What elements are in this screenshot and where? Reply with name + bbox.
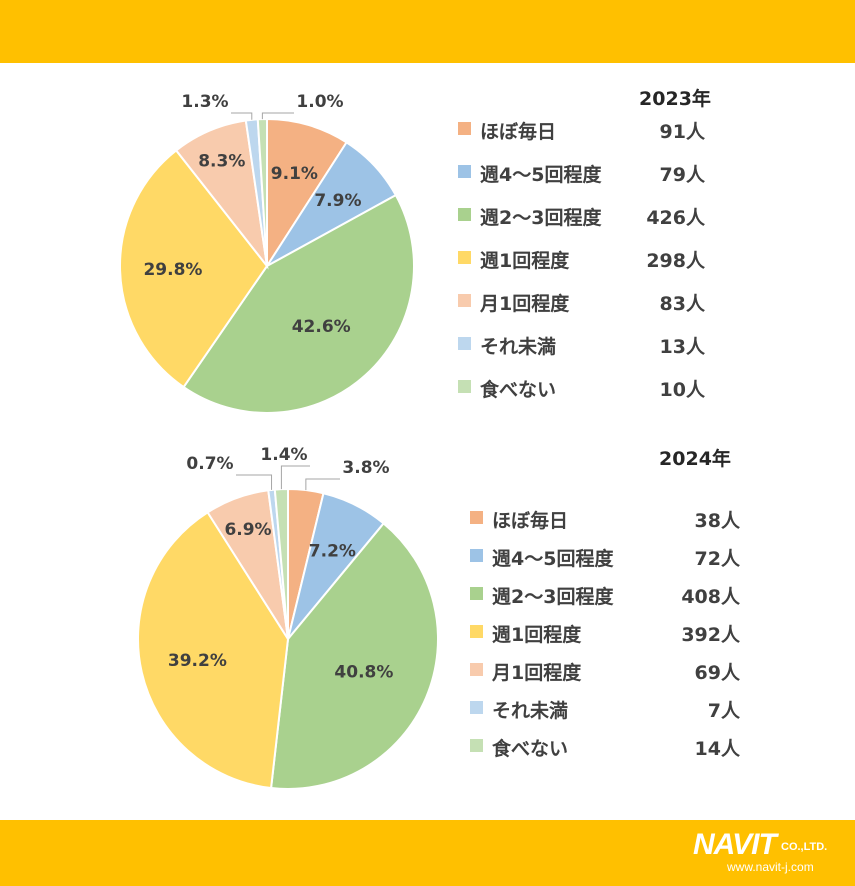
legend-item: ほぼ毎日 38人 (470, 509, 741, 532)
legend-swatch (470, 549, 483, 562)
legend-item: 週1回程度 392人 (470, 623, 741, 646)
legend-label: 週1回程度 (480, 249, 570, 272)
legend-count: 91人 (660, 121, 706, 143)
data-label: 1.3% (181, 92, 228, 112)
data-label: 7.2% (309, 542, 356, 562)
legend-label: 週2～3回程度 (480, 206, 602, 229)
legend-count: 298人 (646, 250, 706, 272)
company-logo: NAVIT CO.,LTD. www.navit-j.com (693, 828, 843, 880)
legend-item: 週4～5回程度 79人 (458, 163, 706, 186)
pie-slice (182, 193, 415, 414)
leader-line (261, 112, 294, 120)
data-label: 3.8% (342, 458, 389, 478)
legend-item: ほぼ毎日 91人 (458, 120, 706, 143)
legend-count: 14人 (695, 738, 741, 760)
pie-slice (273, 487, 289, 640)
legend-item: 週1回程度 298人 (458, 249, 706, 272)
pie-slice-labels: 9.1% 7.9% 42.6% 29.8% 8.3% 1.3% 1.0% (143, 92, 361, 337)
legend-label: 月1回程度 (479, 292, 570, 315)
pie-slice (266, 117, 348, 270)
legend-item: 食べない 10人 (458, 378, 706, 401)
legend-item: それ未満 13人 (458, 335, 706, 358)
legend-count: 426人 (646, 207, 706, 229)
data-label: 29.8% (143, 260, 202, 280)
pie-slices (137, 487, 439, 790)
legend-label: 週4～5回程度 (480, 163, 602, 186)
legend-count: 10人 (660, 379, 706, 401)
legend-item: 月1回程度 69人 (470, 661, 741, 684)
data-label: 1.0% (296, 92, 343, 112)
legend-swatch (470, 625, 483, 638)
footer-band (0, 820, 855, 886)
legend-count: 408人 (681, 586, 741, 608)
logo-url: www.navit-j.com (727, 860, 814, 874)
legend-item: 週2～3回程度 408人 (470, 585, 741, 608)
data-label: 8.3% (198, 152, 245, 172)
data-label: 1.4% (260, 445, 307, 465)
legend-swatch (470, 739, 483, 752)
logo-suffix: CO.,LTD. (781, 841, 828, 853)
legend-swatch (458, 122, 471, 135)
legend-swatch (458, 337, 471, 350)
legend-count: 38人 (695, 510, 741, 532)
legend-swatch (458, 165, 471, 178)
legend-label: ほぼ毎日 (492, 509, 568, 532)
legend-count: 79人 (660, 164, 706, 186)
legend-swatch (458, 380, 471, 393)
legend-swatch (458, 251, 471, 264)
legend-swatch (458, 208, 471, 221)
leader-line (305, 478, 340, 491)
leader-line (280, 465, 310, 490)
leader-line (231, 112, 253, 120)
legend-swatch (470, 663, 483, 676)
legend-swatch (470, 587, 483, 600)
chart-title: 2024年 (659, 447, 731, 470)
legend-count: 13人 (660, 336, 706, 358)
data-label: 9.1% (271, 164, 318, 184)
pie-slice (119, 149, 269, 389)
legend-item: 食べない 14人 (470, 737, 741, 760)
legend-label: 週1回程度 (492, 623, 582, 646)
legend-label: 食べない (492, 737, 568, 760)
legend-swatch (470, 511, 483, 524)
chart-title: 2023年 (639, 87, 711, 110)
legend-label: 食べない (480, 378, 556, 401)
legend-count: 392人 (681, 624, 741, 646)
legend-label: 週2～3回程度 (492, 585, 614, 608)
legend-label: それ未満 (480, 335, 556, 358)
legend-count: 69人 (695, 662, 741, 684)
header-band (0, 0, 855, 63)
data-label: 40.8% (334, 662, 393, 682)
data-label: 7.9% (314, 191, 361, 211)
legend-swatch (470, 701, 483, 714)
data-label: 39.2% (168, 651, 227, 671)
pie-slice-labels: 3.8% 7.2% 40.8% 39.2% 6.9% 0.7% 1.4% (168, 445, 394, 682)
pie-slice (269, 522, 439, 790)
legend-item: 週2～3回程度 426人 (458, 206, 706, 229)
legend-label: それ未満 (492, 699, 568, 722)
legend-count: 72人 (695, 548, 741, 570)
pie-slice (256, 117, 268, 267)
legend-item: 週4～5回程度 72人 (470, 547, 741, 570)
data-label: 6.9% (224, 520, 271, 540)
legend-count: 7人 (708, 700, 741, 722)
legend-item: 月1回程度 83人 (458, 292, 706, 315)
legend-item: それ未満 7人 (470, 699, 741, 722)
logo-name: NAVIT (693, 828, 777, 861)
legend-label: 月1回程度 (491, 661, 582, 684)
legend-swatch (458, 294, 471, 307)
legend-count: 83人 (660, 293, 706, 315)
data-label: 42.6% (292, 317, 351, 337)
legend-label: ほぼ毎日 (480, 120, 556, 143)
legend-label: 週4～5回程度 (492, 547, 614, 570)
data-label: 0.7% (186, 454, 233, 474)
leader-line (236, 474, 273, 490)
